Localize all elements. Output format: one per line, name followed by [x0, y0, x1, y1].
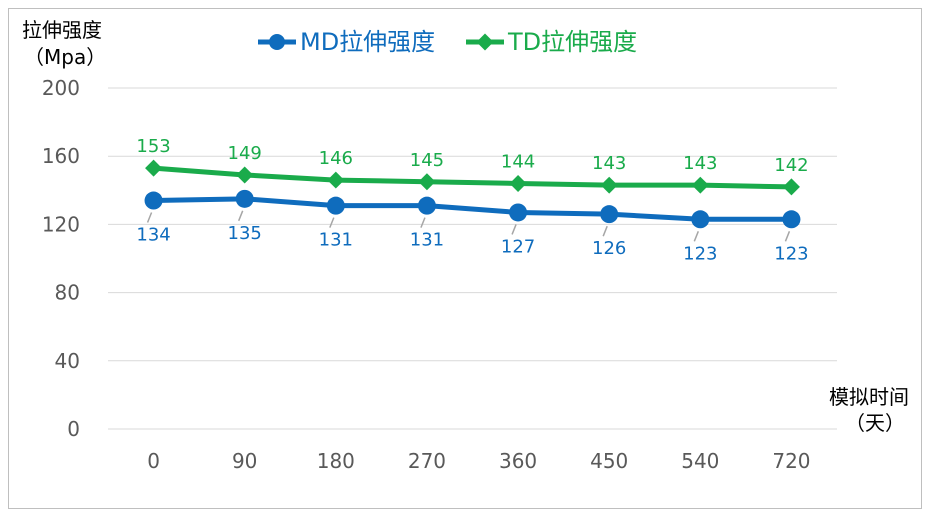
x-tick-label: 720: [772, 449, 810, 473]
y-tick-label: 120: [42, 212, 80, 236]
x-tick-label: 540: [681, 449, 719, 473]
x-tick-label: 180: [317, 449, 355, 473]
x-tick-labels: 0 90 180 270 360 450 540 720: [147, 449, 810, 473]
label-leader: [420, 217, 426, 228]
gridlines: [108, 87, 837, 430]
data-label: 143: [592, 153, 626, 174]
data-point: [600, 205, 619, 224]
chart-frame: [8, 8, 922, 509]
x-tick-label: 450: [590, 449, 628, 473]
data-point: [782, 210, 801, 229]
data-label: 153: [136, 136, 170, 157]
data-point: [509, 174, 527, 192]
label-leader: [784, 231, 791, 242]
y-tick-label: 80: [55, 281, 80, 305]
data-point: [235, 189, 254, 208]
data-point: [600, 176, 618, 194]
data-point: [417, 196, 436, 215]
data-point: [782, 178, 800, 196]
label-leader: [511, 224, 517, 235]
data-label: 142: [774, 155, 808, 176]
data-label: 127: [501, 236, 535, 257]
x-tick-label: 0: [147, 449, 160, 473]
data-label: 143: [683, 153, 717, 174]
data-label: 123: [774, 243, 808, 264]
data-point: [145, 159, 163, 177]
y-tick-label: 0: [67, 417, 80, 441]
series-line: [153, 196, 792, 222]
data-label: 146: [319, 148, 353, 169]
x-tick-label: 90: [232, 449, 257, 473]
x-axis-title-line1: 模拟时间: [829, 385, 909, 409]
y-tick-labels: 0 40 80 120 160 200: [42, 76, 80, 441]
y-axis-title-line2: （Mpa）: [24, 45, 106, 69]
data-label: 145: [410, 150, 444, 171]
legend: MD拉伸强度 TD拉伸强度: [258, 28, 637, 56]
x-axis-title-line2: （天）: [845, 411, 905, 435]
data-label: 131: [410, 230, 444, 251]
label-leader: [237, 210, 244, 222]
data-point: [418, 173, 436, 191]
data-point: [509, 203, 528, 222]
data-point: [326, 196, 345, 215]
label-leader: [329, 217, 335, 228]
data-label: 134: [136, 225, 170, 246]
legend-md-marker: [269, 34, 285, 50]
y-axis-title-line1: 拉伸强度: [22, 18, 102, 42]
data-label: 149: [228, 143, 262, 164]
x-tick-label: 360: [499, 449, 537, 473]
legend-td-marker: [476, 33, 494, 51]
y-tick-label: 200: [42, 76, 80, 100]
x-tick-label: 270: [408, 449, 446, 473]
legend-td-label: TD拉伸强度: [507, 28, 637, 56]
data-label: 126: [592, 238, 626, 259]
data-point: [144, 191, 163, 210]
data-point: [236, 166, 254, 184]
data-label: 131: [319, 230, 353, 251]
y-tick-label: 160: [42, 144, 80, 168]
data-label: 144: [501, 151, 535, 172]
data-point: [691, 176, 709, 194]
data-point: [691, 210, 710, 229]
series-1: 153 149 146 145 144 143 143 142: [136, 136, 809, 196]
series-line: [153, 165, 792, 190]
y-tick-label: 40: [55, 349, 80, 373]
label-leader: [693, 231, 700, 242]
label-leader: [146, 212, 153, 223]
legend-md-label: MD拉伸强度: [300, 28, 435, 56]
label-leader: [602, 225, 608, 237]
data-point: [327, 171, 345, 189]
series-0: 134 135 131 131 127 126 123 123: [136, 189, 809, 264]
data-label: 123: [683, 243, 717, 264]
data-label: 135: [228, 223, 262, 244]
